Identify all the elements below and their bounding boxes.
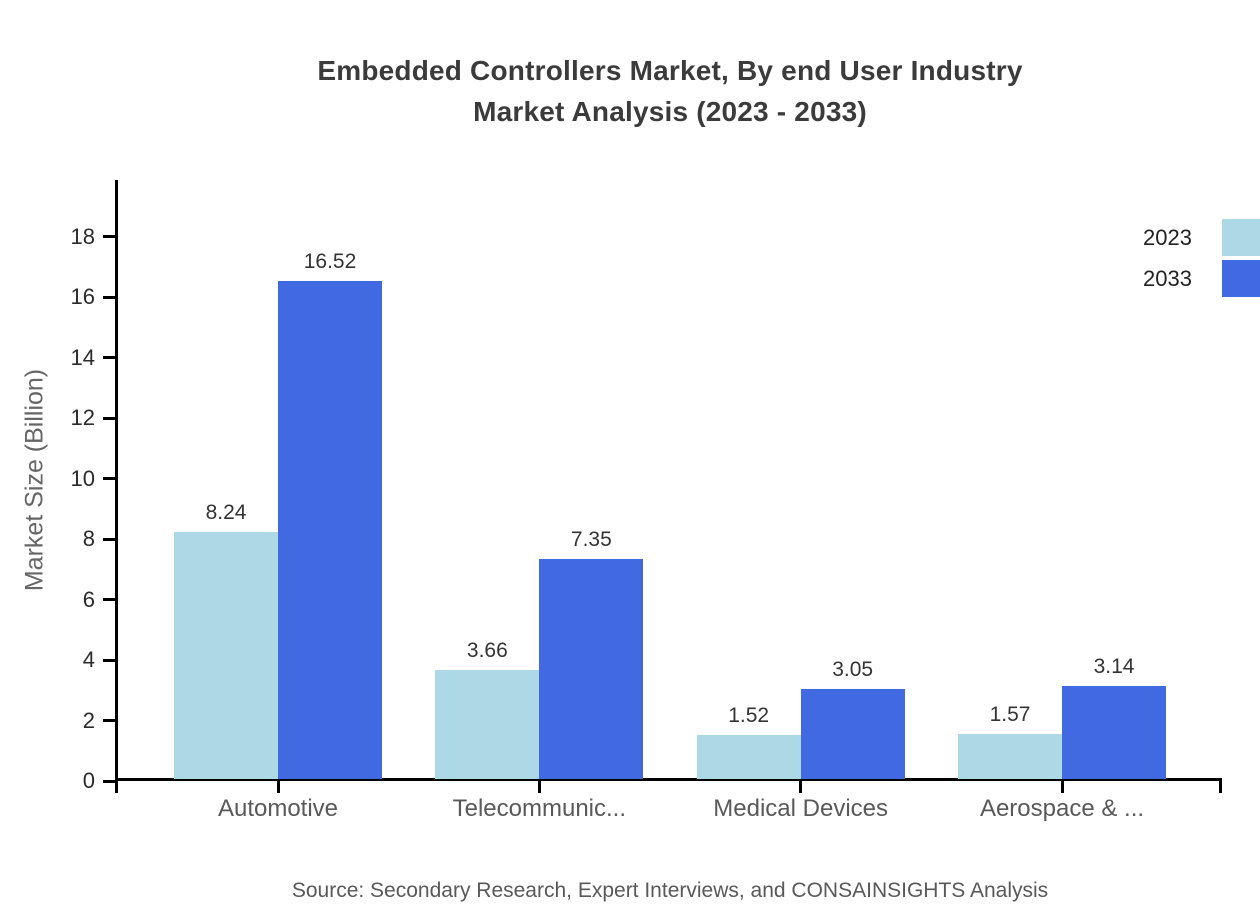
y-tick-label: 18 xyxy=(70,223,95,249)
bar-2033-aerospace- xyxy=(1062,686,1166,780)
legend-label: 2023 xyxy=(1143,224,1192,250)
y-tick xyxy=(103,598,115,601)
x-tick xyxy=(276,781,280,793)
y-tick xyxy=(103,719,115,722)
source-note: Source: Secondary Research, Expert Inter… xyxy=(291,879,1049,902)
y-tick-label: 10 xyxy=(70,465,95,491)
chart-title: Embedded Controllers Market, By end User… xyxy=(118,50,1222,132)
y-tick xyxy=(103,416,115,420)
x-category-label: Medical Devices xyxy=(713,795,889,822)
bar-2033-telecommunic- xyxy=(539,558,644,780)
legend-swatch xyxy=(1222,219,1260,256)
legend: 2023 2033 xyxy=(1143,219,1260,297)
legend-swatch xyxy=(1222,260,1260,297)
x-axis-end-tick xyxy=(1219,781,1222,793)
bar-value-label: 3.14 xyxy=(1093,655,1135,678)
y-tick-label: 4 xyxy=(82,647,95,672)
y-tick-label: 8 xyxy=(82,526,95,551)
legend-item-2023: 2023 xyxy=(1143,219,1260,256)
chart-title-line1: Embedded Controllers Market, By end User… xyxy=(317,55,1023,86)
y-tick xyxy=(103,779,115,783)
chart-title-line2: Market Analysis (2023 - 2033) xyxy=(473,96,867,127)
y-tick-label: 14 xyxy=(70,344,95,370)
bar-value-label: 3.66 xyxy=(466,639,508,663)
y-tick-label: 16 xyxy=(70,284,95,309)
y-tick-label: 6 xyxy=(82,586,95,612)
y-tick xyxy=(103,295,115,299)
bar-2023-telecommunic- xyxy=(435,670,540,780)
x-tick xyxy=(537,781,541,793)
x-category-label: Automotive xyxy=(217,795,339,822)
bar-value-label: 3.05 xyxy=(832,657,874,681)
y-tick xyxy=(103,477,115,480)
y-tick-label: 12 xyxy=(70,405,95,430)
y-tick xyxy=(103,356,115,359)
x-category-label: Telecommunic... xyxy=(452,795,627,822)
y-tick xyxy=(103,235,115,238)
bar-value-label: 1.52 xyxy=(728,704,770,728)
bar-value-label: 1.57 xyxy=(989,702,1031,726)
bar-2023-aerospace- xyxy=(958,733,1062,780)
x-axis-line xyxy=(115,778,1222,781)
bar-2023-medical-devices xyxy=(696,735,801,780)
legend-item-2033: 2033 xyxy=(1143,260,1260,297)
y-tick-label: 2 xyxy=(82,707,95,733)
bar-2023-automotive xyxy=(174,531,278,780)
y-axis-line xyxy=(115,180,118,793)
bar-value-label: 8.24 xyxy=(205,500,247,524)
bar-value-label: 16.52 xyxy=(303,250,357,274)
legend-label: 2033 xyxy=(1143,265,1192,291)
bar-value-label: 7.35 xyxy=(570,527,612,551)
x-tick xyxy=(799,781,803,793)
y-tick xyxy=(103,658,115,662)
y-tick xyxy=(103,537,115,541)
bar-2033-medical-devices xyxy=(800,688,905,780)
x-category-label: Aerospace & ... xyxy=(979,795,1145,822)
y-tick-label: 0 xyxy=(82,768,95,793)
x-tick xyxy=(1060,781,1064,793)
bar-2033-automotive xyxy=(278,281,382,780)
